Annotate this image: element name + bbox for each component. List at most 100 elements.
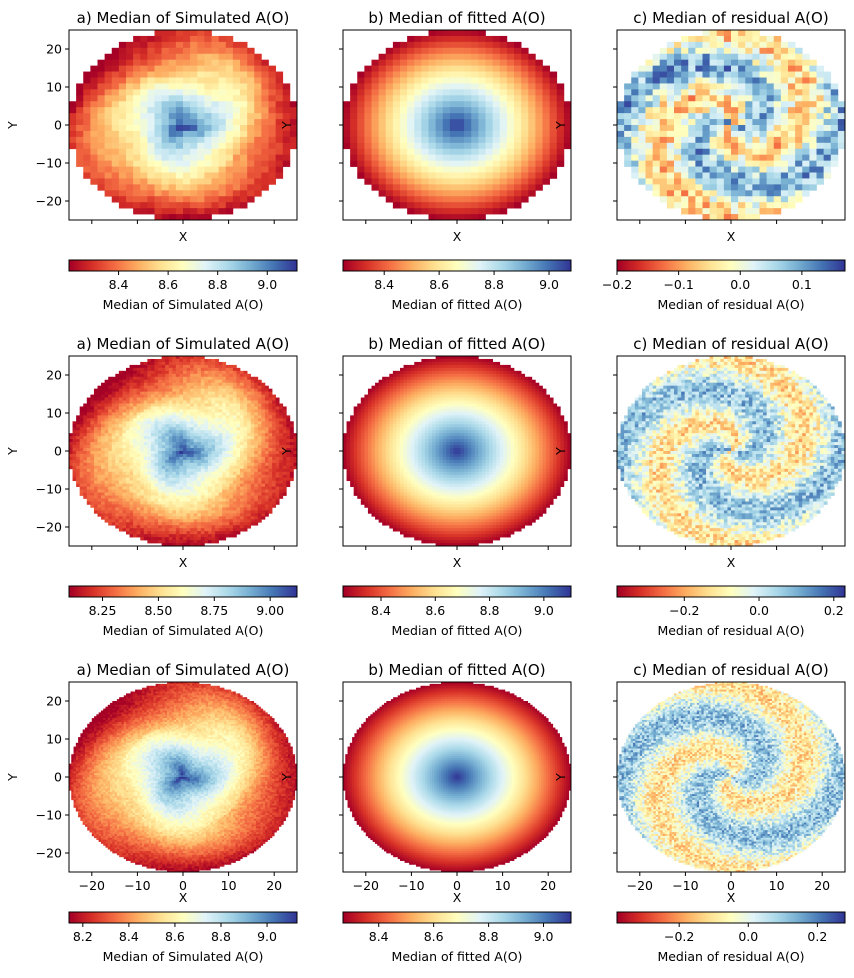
heatmap-cell xyxy=(521,48,528,54)
heatmap-cell xyxy=(233,143,240,149)
heatmap-cell xyxy=(486,208,493,214)
heatmap-cell xyxy=(400,48,407,54)
heatmap-cell xyxy=(201,409,205,412)
heatmap-cell xyxy=(507,89,514,95)
y-axis-label: Y xyxy=(5,121,20,130)
heatmap-cell xyxy=(179,368,183,371)
heatmap-cell xyxy=(276,173,283,179)
heatmap-cell xyxy=(624,113,631,119)
heatmap-cell xyxy=(276,72,283,78)
heatmap-cell xyxy=(667,66,674,72)
heatmap-cell xyxy=(500,143,507,149)
heatmap-cell xyxy=(364,119,371,125)
heatmap-cell xyxy=(190,42,197,48)
heatmap-cell xyxy=(817,66,824,72)
heatmap-cell xyxy=(802,161,809,167)
heatmap-cell xyxy=(155,83,162,89)
heatmap-cell xyxy=(240,66,247,72)
heatmap-cell xyxy=(247,377,251,380)
heatmap-cell xyxy=(126,131,133,137)
heatmap-cell xyxy=(471,72,478,78)
heatmap-cell xyxy=(197,167,204,173)
heatmap-cell xyxy=(617,131,624,137)
heatmap-cell xyxy=(119,143,126,149)
heatmap-cell xyxy=(674,66,681,72)
heatmap-cell xyxy=(738,155,745,161)
heatmap-cell xyxy=(140,54,147,60)
heatmap-cell xyxy=(133,167,140,173)
x-axis-label: X xyxy=(179,229,188,244)
heatmap-cell xyxy=(781,173,788,179)
heatmap-cell xyxy=(147,149,154,155)
heatmap-cell xyxy=(247,404,251,407)
heatmap-cell xyxy=(788,60,795,66)
heatmap-cell xyxy=(400,155,407,161)
heatmap-cell xyxy=(788,78,795,84)
heatmap-cell xyxy=(450,167,457,173)
heatmap-cell xyxy=(183,143,190,149)
heatmap-cell xyxy=(674,143,681,149)
heatmap-cell xyxy=(357,125,364,131)
heatmap-cell xyxy=(269,167,276,173)
heatmap-cell xyxy=(279,406,283,409)
heatmap-cell xyxy=(176,395,180,398)
heatmap-cell xyxy=(169,42,176,48)
heatmap-cell xyxy=(90,178,97,184)
heatmap-cell xyxy=(140,362,144,365)
heatmap-cell xyxy=(386,107,393,113)
heatmap-cell xyxy=(357,101,364,107)
heatmap-cell xyxy=(233,196,240,202)
heatmap-cell xyxy=(421,190,428,196)
heatmap-cell xyxy=(244,374,248,377)
heatmap-cell xyxy=(269,149,276,155)
heatmap-cell xyxy=(450,66,457,72)
heatmap-cell xyxy=(421,149,428,155)
heatmap-cell xyxy=(710,208,717,214)
heatmap-cell xyxy=(717,107,724,113)
heatmap-cell xyxy=(350,113,357,119)
heatmap-cell xyxy=(183,412,187,415)
heatmap-cell xyxy=(233,365,237,368)
heatmap-cell xyxy=(244,392,248,395)
heatmap-cell xyxy=(774,149,781,155)
heatmap-cell xyxy=(112,167,119,173)
heatmap-cell xyxy=(133,143,140,149)
heatmap-cell xyxy=(183,202,190,208)
heatmap-cell xyxy=(83,72,90,78)
heatmap-cell xyxy=(486,202,493,208)
heatmap-cell xyxy=(486,42,493,48)
heatmap-cell xyxy=(760,101,767,107)
heatmap-cell xyxy=(521,196,528,202)
heatmap-cell xyxy=(80,412,84,415)
heatmap-cell xyxy=(276,401,280,404)
heatmap-cell xyxy=(212,137,219,143)
heatmap-cell xyxy=(752,184,759,190)
heatmap-cell xyxy=(767,36,774,42)
heatmap-cell xyxy=(681,54,688,60)
heatmap-cell xyxy=(215,409,219,412)
heatmap-cell xyxy=(653,66,660,72)
heatmap-cell xyxy=(824,89,831,95)
heatmap-cell xyxy=(208,406,212,409)
heatmap-cell xyxy=(731,167,738,173)
heatmap-cell xyxy=(258,380,262,383)
heatmap-cell xyxy=(767,48,774,54)
heatmap-cell xyxy=(162,374,166,377)
heatmap-cell xyxy=(176,36,183,42)
heatmap-cell xyxy=(752,54,759,60)
heatmap-cell xyxy=(745,161,752,167)
heatmap-cell xyxy=(781,89,788,95)
heatmap-cell xyxy=(190,208,197,214)
heatmap-cell xyxy=(165,406,169,409)
heatmap-cell xyxy=(660,161,667,167)
heatmap-cell xyxy=(137,398,141,401)
heatmap-cell xyxy=(76,149,83,155)
heatmap-cell xyxy=(212,412,216,415)
heatmap-cell xyxy=(272,404,276,407)
heatmap-cell xyxy=(802,178,809,184)
heatmap-cell xyxy=(703,173,710,179)
heatmap-cell xyxy=(507,190,514,196)
heatmap-cell xyxy=(407,131,414,137)
heatmap-cell xyxy=(183,101,190,107)
heatmap-cell xyxy=(710,184,717,190)
